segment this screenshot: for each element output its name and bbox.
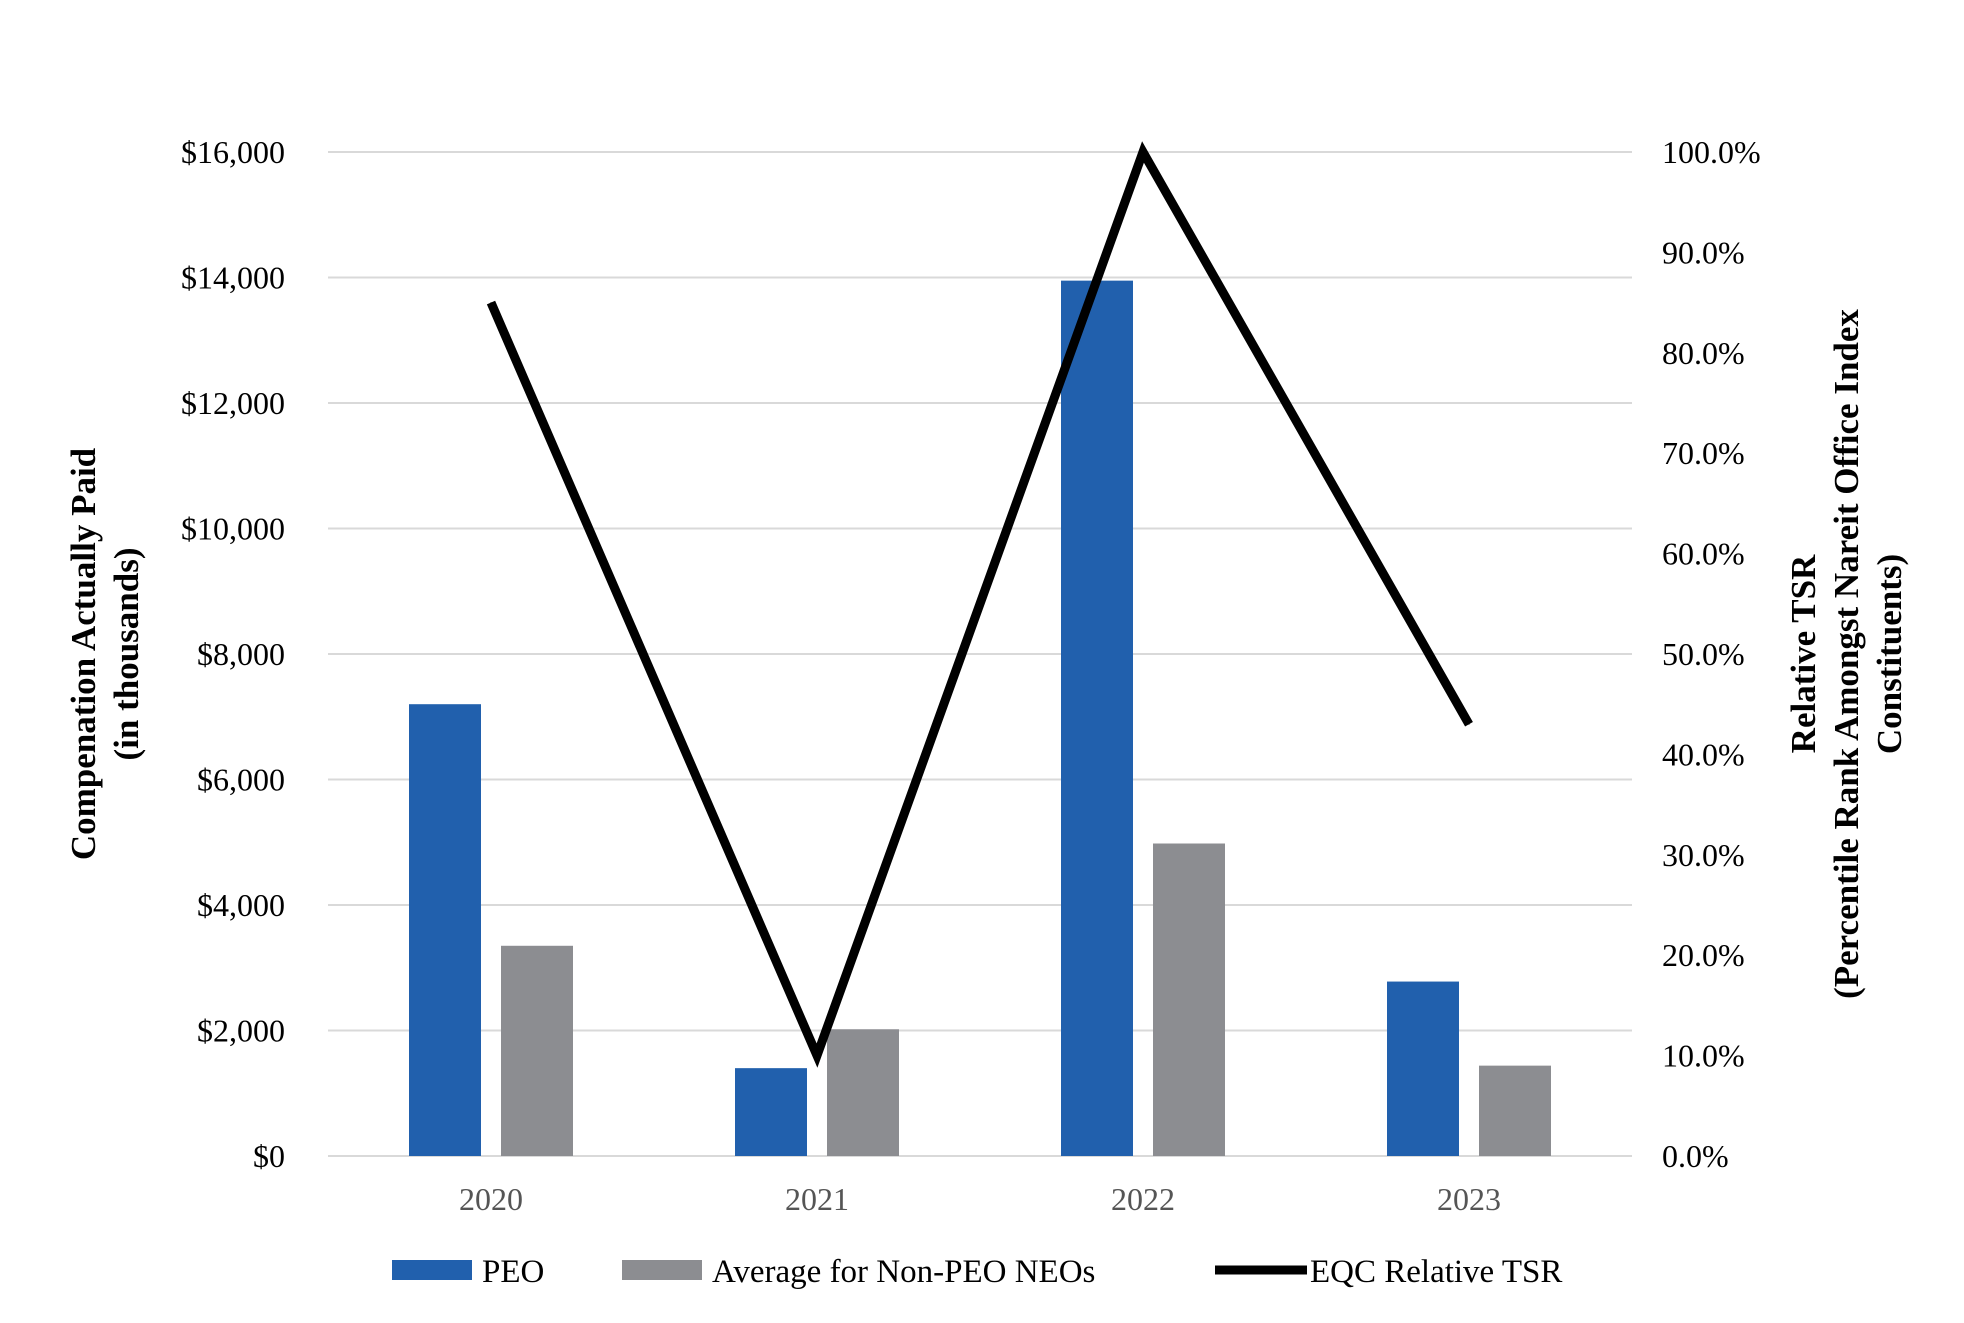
legend-label: EQC Relative TSR	[1310, 1254, 1562, 1290]
y-axis-title-line: Compenation Actually Paid	[64, 447, 103, 860]
bar-peo-2022	[1061, 280, 1133, 1156]
bar-series	[409, 280, 1551, 1156]
y2-axis-title-line: (Percentile Rank Amongst Nareit Office I…	[1827, 309, 1866, 999]
y-tick-label: $14,000	[181, 260, 285, 296]
y-tick-label: $2,000	[197, 1013, 285, 1049]
y2-tick-label: 70.0%	[1662, 435, 1745, 471]
y-tick-label: $16,000	[181, 134, 285, 170]
line-series	[486, 141, 1473, 1068]
legend: PEO Average for Non-PEO NEOs EQC Relative …	[392, 1254, 1562, 1290]
y2-tick-label: 30.0%	[1662, 837, 1745, 873]
legend-label: PEO	[482, 1254, 544, 1290]
bar-average-for-non-peo-neos-2021	[827, 1029, 899, 1156]
y2-tick-label: 0.0%	[1662, 1138, 1729, 1174]
legend-swatch-1	[622, 1260, 702, 1280]
line-point-2023	[1468, 723, 1470, 725]
bar-average-for-non-peo-neos-2020	[501, 945, 573, 1156]
legend-label: Average for Non-PEO NEOs	[712, 1254, 1095, 1290]
y-tick-label: $0	[253, 1138, 285, 1174]
right-axis-ticks: 0.0% 10.0% 20.0% 30.0% 40.0% 50.0% 60.0% 70.0% 8…	[1662, 134, 1761, 1174]
y-tick-label: $6,000	[197, 762, 285, 798]
line-point-2020	[490, 302, 492, 304]
y-tick-label: $8,000	[197, 636, 285, 672]
y-tick-label: $4,000	[197, 887, 285, 923]
y2-axis-title-line: Relative TSR	[1784, 554, 1823, 753]
x-tick-label: 2020	[459, 1181, 523, 1217]
x-axis-ticks: 2020 2021 2022 2023	[459, 1181, 1501, 1217]
bar-average-for-non-peo-neos-2023	[1479, 1065, 1551, 1156]
y2-tick-label: 90.0%	[1662, 234, 1745, 270]
bar-average-for-non-peo-neos-2022	[1153, 843, 1225, 1156]
y-axis-title-line: (in thousands)	[107, 547, 146, 760]
left-axis-ticks: $0 $2,000 $4,000 $6,000 $8,000 $10,000 $12,000…	[181, 134, 285, 1174]
y2-tick-label: 100.0%	[1662, 134, 1761, 170]
y2-tick-label: 40.0%	[1662, 736, 1745, 772]
x-tick-label: 2022	[1111, 1181, 1175, 1217]
y2-axis-title-line: Constituents)	[1870, 554, 1909, 754]
axis-titles: Compenation Actually Paid (in thousands) R…	[64, 309, 1909, 999]
x-tick-label: 2021	[785, 1181, 849, 1217]
y-tick-label: $10,000	[181, 511, 285, 547]
line-eqc-relative-tsr	[486, 141, 1473, 1068]
y2-tick-label: 50.0%	[1662, 636, 1745, 672]
y2-tick-label: 10.0%	[1662, 1038, 1745, 1074]
y2-axis-title: Relative TSR (Percentile Rank Amongst Nar…	[1784, 309, 1909, 999]
y2-tick-label: 20.0%	[1662, 937, 1745, 973]
line-point-2021	[816, 1055, 818, 1057]
bar-peo-2023	[1387, 981, 1459, 1156]
legend-swatch-0	[392, 1260, 472, 1280]
x-tick-label: 2023	[1437, 1181, 1501, 1217]
y2-tick-label: 80.0%	[1662, 335, 1745, 371]
y-axis-title: Compenation Actually Paid (in thousands)	[64, 447, 146, 860]
y2-tick-label: 60.0%	[1662, 536, 1745, 572]
bar-peo-2020	[409, 704, 481, 1156]
bar-peo-2021	[735, 1068, 807, 1156]
y-tick-label: $12,000	[181, 385, 285, 421]
line-point-2022	[1142, 151, 1144, 153]
